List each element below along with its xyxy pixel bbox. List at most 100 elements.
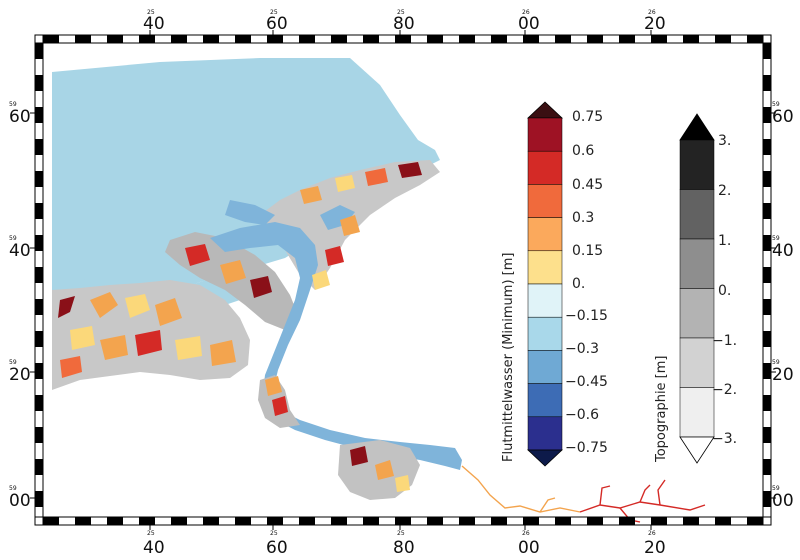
frame-segment-right — [763, 203, 771, 219]
topography-colorbar-swatches — [679, 113, 715, 464]
topography-colorbar: 3. 2. 1. 0. −1. −2. −3. Topographie [m] — [654, 113, 737, 464]
frame-segment-right — [763, 43, 771, 59]
frame-segment-bottom — [43, 517, 59, 525]
svg-text:25: 25 — [270, 530, 278, 537]
frame-segment-top — [363, 35, 379, 43]
top-label-2: 25 60 — [266, 9, 288, 34]
svg-text:00: 00 — [772, 491, 794, 511]
frame-segment-bottom — [363, 517, 379, 525]
flood-label-5: 0.15 — [572, 243, 603, 259]
frame-segment-bottom — [747, 517, 763, 525]
flood-colorbar-bottom-arrow — [526, 449, 564, 467]
flood-label-11: −0.75 — [565, 440, 608, 456]
flood-colorbar-swatch — [527, 283, 563, 318]
svg-text:59: 59 — [9, 101, 17, 108]
flood-label-7: −0.15 — [565, 308, 608, 324]
topography-colorbar-swatch — [679, 139, 715, 190]
svg-text:26: 26 — [522, 9, 530, 16]
frame-segment-top — [299, 35, 315, 43]
frame-segment-bottom — [523, 517, 539, 525]
frame-corner — [34, 34, 44, 44]
svg-text:60: 60 — [266, 538, 288, 558]
frame-segment-top — [683, 35, 699, 43]
frame-segment-right — [763, 427, 771, 443]
frame-segment-top — [459, 35, 475, 43]
bottom-label-4: 26 00 — [518, 530, 540, 558]
frame-segment-top — [587, 35, 603, 43]
flood-label-9: −0.45 — [565, 374, 608, 390]
frame-segment-bottom — [651, 517, 667, 525]
flood-label-2: 0.6 — [572, 143, 594, 159]
frame-segment-bottom — [171, 517, 187, 525]
flood-label-6: 0. — [572, 276, 585, 292]
svg-text:25: 25 — [147, 9, 155, 16]
bottom-label-2: 25 60 — [266, 530, 288, 558]
topography-colorbar-swatch — [679, 189, 715, 240]
frame-segment-bottom — [491, 517, 507, 525]
frame-segment-left — [35, 363, 43, 379]
svg-text:20: 20 — [644, 538, 666, 558]
flood-colorbar-top-arrow — [526, 101, 564, 119]
frame-segment-top — [395, 35, 411, 43]
frame-segment-right — [763, 491, 771, 507]
flood-colorbar-swatch — [527, 217, 563, 252]
flood-colorbar-swatch — [527, 383, 563, 418]
svg-text:20: 20 — [644, 14, 666, 34]
frame-segment-top — [747, 35, 763, 43]
topography-colorbar-swatch — [679, 337, 715, 388]
svg-text:20: 20 — [9, 365, 31, 385]
topo-label-1: 3. — [718, 133, 731, 149]
frame-segment-right — [763, 235, 771, 251]
bottom-label-1: 25 40 — [143, 530, 165, 558]
frame-tick-marks — [30, 30, 776, 530]
svg-text:80: 80 — [393, 14, 415, 34]
frame-segment-bottom — [235, 517, 251, 525]
flood-label-4: 0.3 — [572, 210, 594, 226]
model-domain-water — [52, 58, 440, 340]
bottom-label-5: 26 20 — [644, 530, 666, 558]
frame-segment-top — [171, 35, 187, 43]
topography-colorbar-swatch — [679, 238, 715, 289]
frame-segment-right — [763, 107, 771, 123]
frame-segment-bottom — [619, 517, 635, 525]
frame-segment-bottom — [267, 517, 283, 525]
frame-segment-top — [203, 35, 219, 43]
frame-segment-right — [763, 171, 771, 187]
frame-corner — [762, 34, 772, 44]
frame-segment-bottom — [299, 517, 315, 525]
bottom-label-3: 25 80 — [393, 530, 415, 558]
frame-segment-bottom — [459, 517, 475, 525]
svg-text:59: 59 — [772, 485, 780, 492]
frame-segment-right — [763, 299, 771, 315]
flood-colorbar-swatch — [527, 150, 563, 185]
topography-colorbar-swatch — [679, 288, 715, 339]
flood-colorbar-swatch — [527, 117, 563, 152]
svg-text:25: 25 — [147, 530, 155, 537]
frame-segment-right — [763, 459, 771, 475]
frame-corner — [762, 516, 772, 526]
frame-segment-top — [75, 35, 91, 43]
top-label-4: 26 00 — [518, 9, 540, 34]
flood-colorbar-swatch — [527, 316, 563, 351]
frame-segment-right — [763, 267, 771, 283]
topo-label-2: 2. — [718, 183, 731, 199]
frame-segment-top — [331, 35, 347, 43]
svg-text:25: 25 — [270, 9, 278, 16]
frame-segment-top — [619, 35, 635, 43]
top-label-3: 25 80 — [393, 9, 415, 34]
topo-label-7: −3. — [712, 431, 737, 447]
right-label-4: 59 00 — [772, 485, 794, 511]
svg-text:40: 40 — [772, 241, 794, 261]
svg-text:00: 00 — [518, 538, 540, 558]
frame-checker-pattern — [34, 34, 772, 526]
frame-segment-right — [763, 363, 771, 379]
frame-segment-left — [35, 203, 43, 219]
topography-colorbar-swatch — [679, 387, 715, 438]
map-content — [52, 58, 706, 523]
frame-segment-bottom — [715, 517, 731, 525]
frame-segment-right — [763, 395, 771, 411]
frame-segment-bottom — [395, 517, 411, 525]
svg-text:25: 25 — [397, 530, 405, 537]
map-frame — [30, 30, 776, 530]
